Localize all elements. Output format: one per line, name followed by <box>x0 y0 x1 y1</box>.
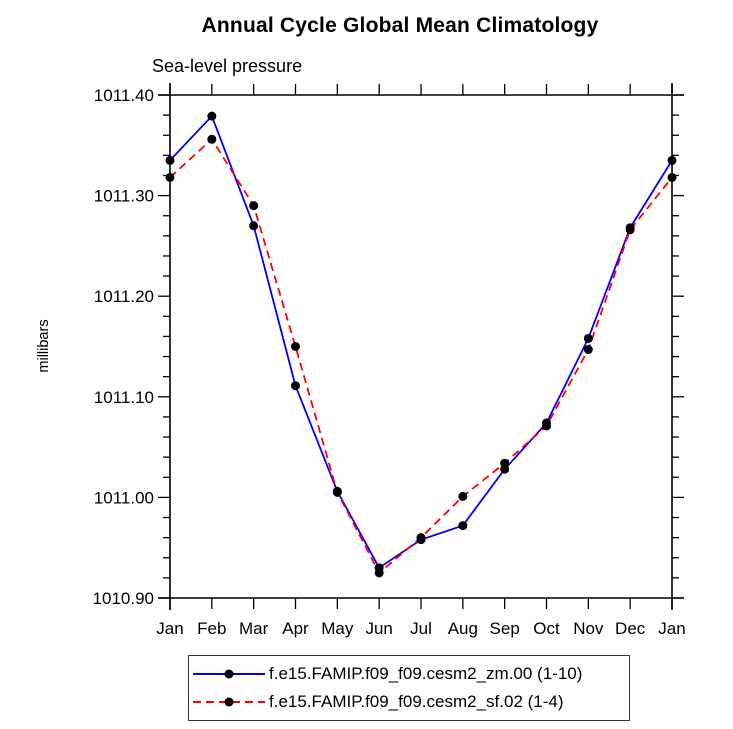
x-tick-label: Sep <box>490 619 520 638</box>
legend-item-zm00: f.e15.FAMIP.f09_f09.cesm2_zm.00 (1-10) <box>189 664 629 684</box>
data-point-marker <box>207 134 217 144</box>
data-point-marker <box>249 221 259 231</box>
data-point-marker <box>583 333 593 343</box>
legend-line-sample-dashed-icon <box>193 697 265 707</box>
y-axis-title: millibars <box>36 319 52 372</box>
data-point-marker <box>667 155 677 165</box>
legend-label-zm00: f.e15.FAMIP.f09_f09.cesm2_zm.00 (1-10) <box>269 664 583 683</box>
x-tick-label: Apr <box>282 619 309 638</box>
y-tick-label: 1011.40 <box>94 86 154 105</box>
data-point-marker <box>374 568 384 578</box>
y-tick-label: 1011.00 <box>94 488 154 507</box>
data-point-marker <box>165 172 175 182</box>
x-tick-label: Mar <box>239 619 269 638</box>
chart-subtitle: Sea-level pressure <box>152 56 303 76</box>
data-point-marker <box>625 225 635 235</box>
x-tick-label: Jan <box>658 619 685 638</box>
chart-title: Annual Cycle Global Mean Climatology <box>201 14 599 37</box>
legend-item-sf02: f.e15.FAMIP.f09_f09.cesm2_sf.02 (1-4) <box>189 692 629 712</box>
data-point-marker <box>416 533 426 543</box>
data-point-marker <box>583 345 593 355</box>
legend-label-sf02: f.e15.FAMIP.f09_f09.cesm2_sf.02 (1-4) <box>269 692 564 711</box>
data-point-marker <box>332 487 342 497</box>
x-tick-label: Dec <box>615 619 646 638</box>
y-tick-label: 1010.90 <box>93 589 154 608</box>
y-tick-label: 1011.20 <box>94 287 154 306</box>
data-point-marker <box>291 342 300 351</box>
x-tick-label: Jul <box>410 619 432 638</box>
data-point-marker <box>667 172 677 182</box>
data-point-marker <box>500 458 510 468</box>
data-point-marker <box>207 111 217 121</box>
legend-line-sample-solid-icon <box>193 669 265 679</box>
data-point-marker <box>542 421 551 431</box>
data-point-marker <box>458 521 468 531</box>
y-tick-label: 1011.30 <box>94 187 154 206</box>
x-tick-label: Jun <box>365 619 392 638</box>
y-tick-label: 1011.10 <box>94 388 154 407</box>
x-tick-label: Nov <box>573 619 604 638</box>
x-tick-label: May <box>321 619 354 638</box>
x-tick-label: Feb <box>197 619 226 638</box>
series-line-0 <box>169 114 673 570</box>
data-point-marker <box>165 155 175 165</box>
data-point-marker <box>291 381 300 391</box>
data-point-marker <box>249 201 259 211</box>
x-tick-label: Jan <box>156 619 183 638</box>
x-tick-label: Oct <box>533 619 560 638</box>
legend: f.e15.FAMIP.f09_f09.cesm2_zm.00 (1-10) f… <box>188 655 630 721</box>
x-tick-label: Aug <box>448 619 478 638</box>
data-point-marker <box>458 491 468 501</box>
